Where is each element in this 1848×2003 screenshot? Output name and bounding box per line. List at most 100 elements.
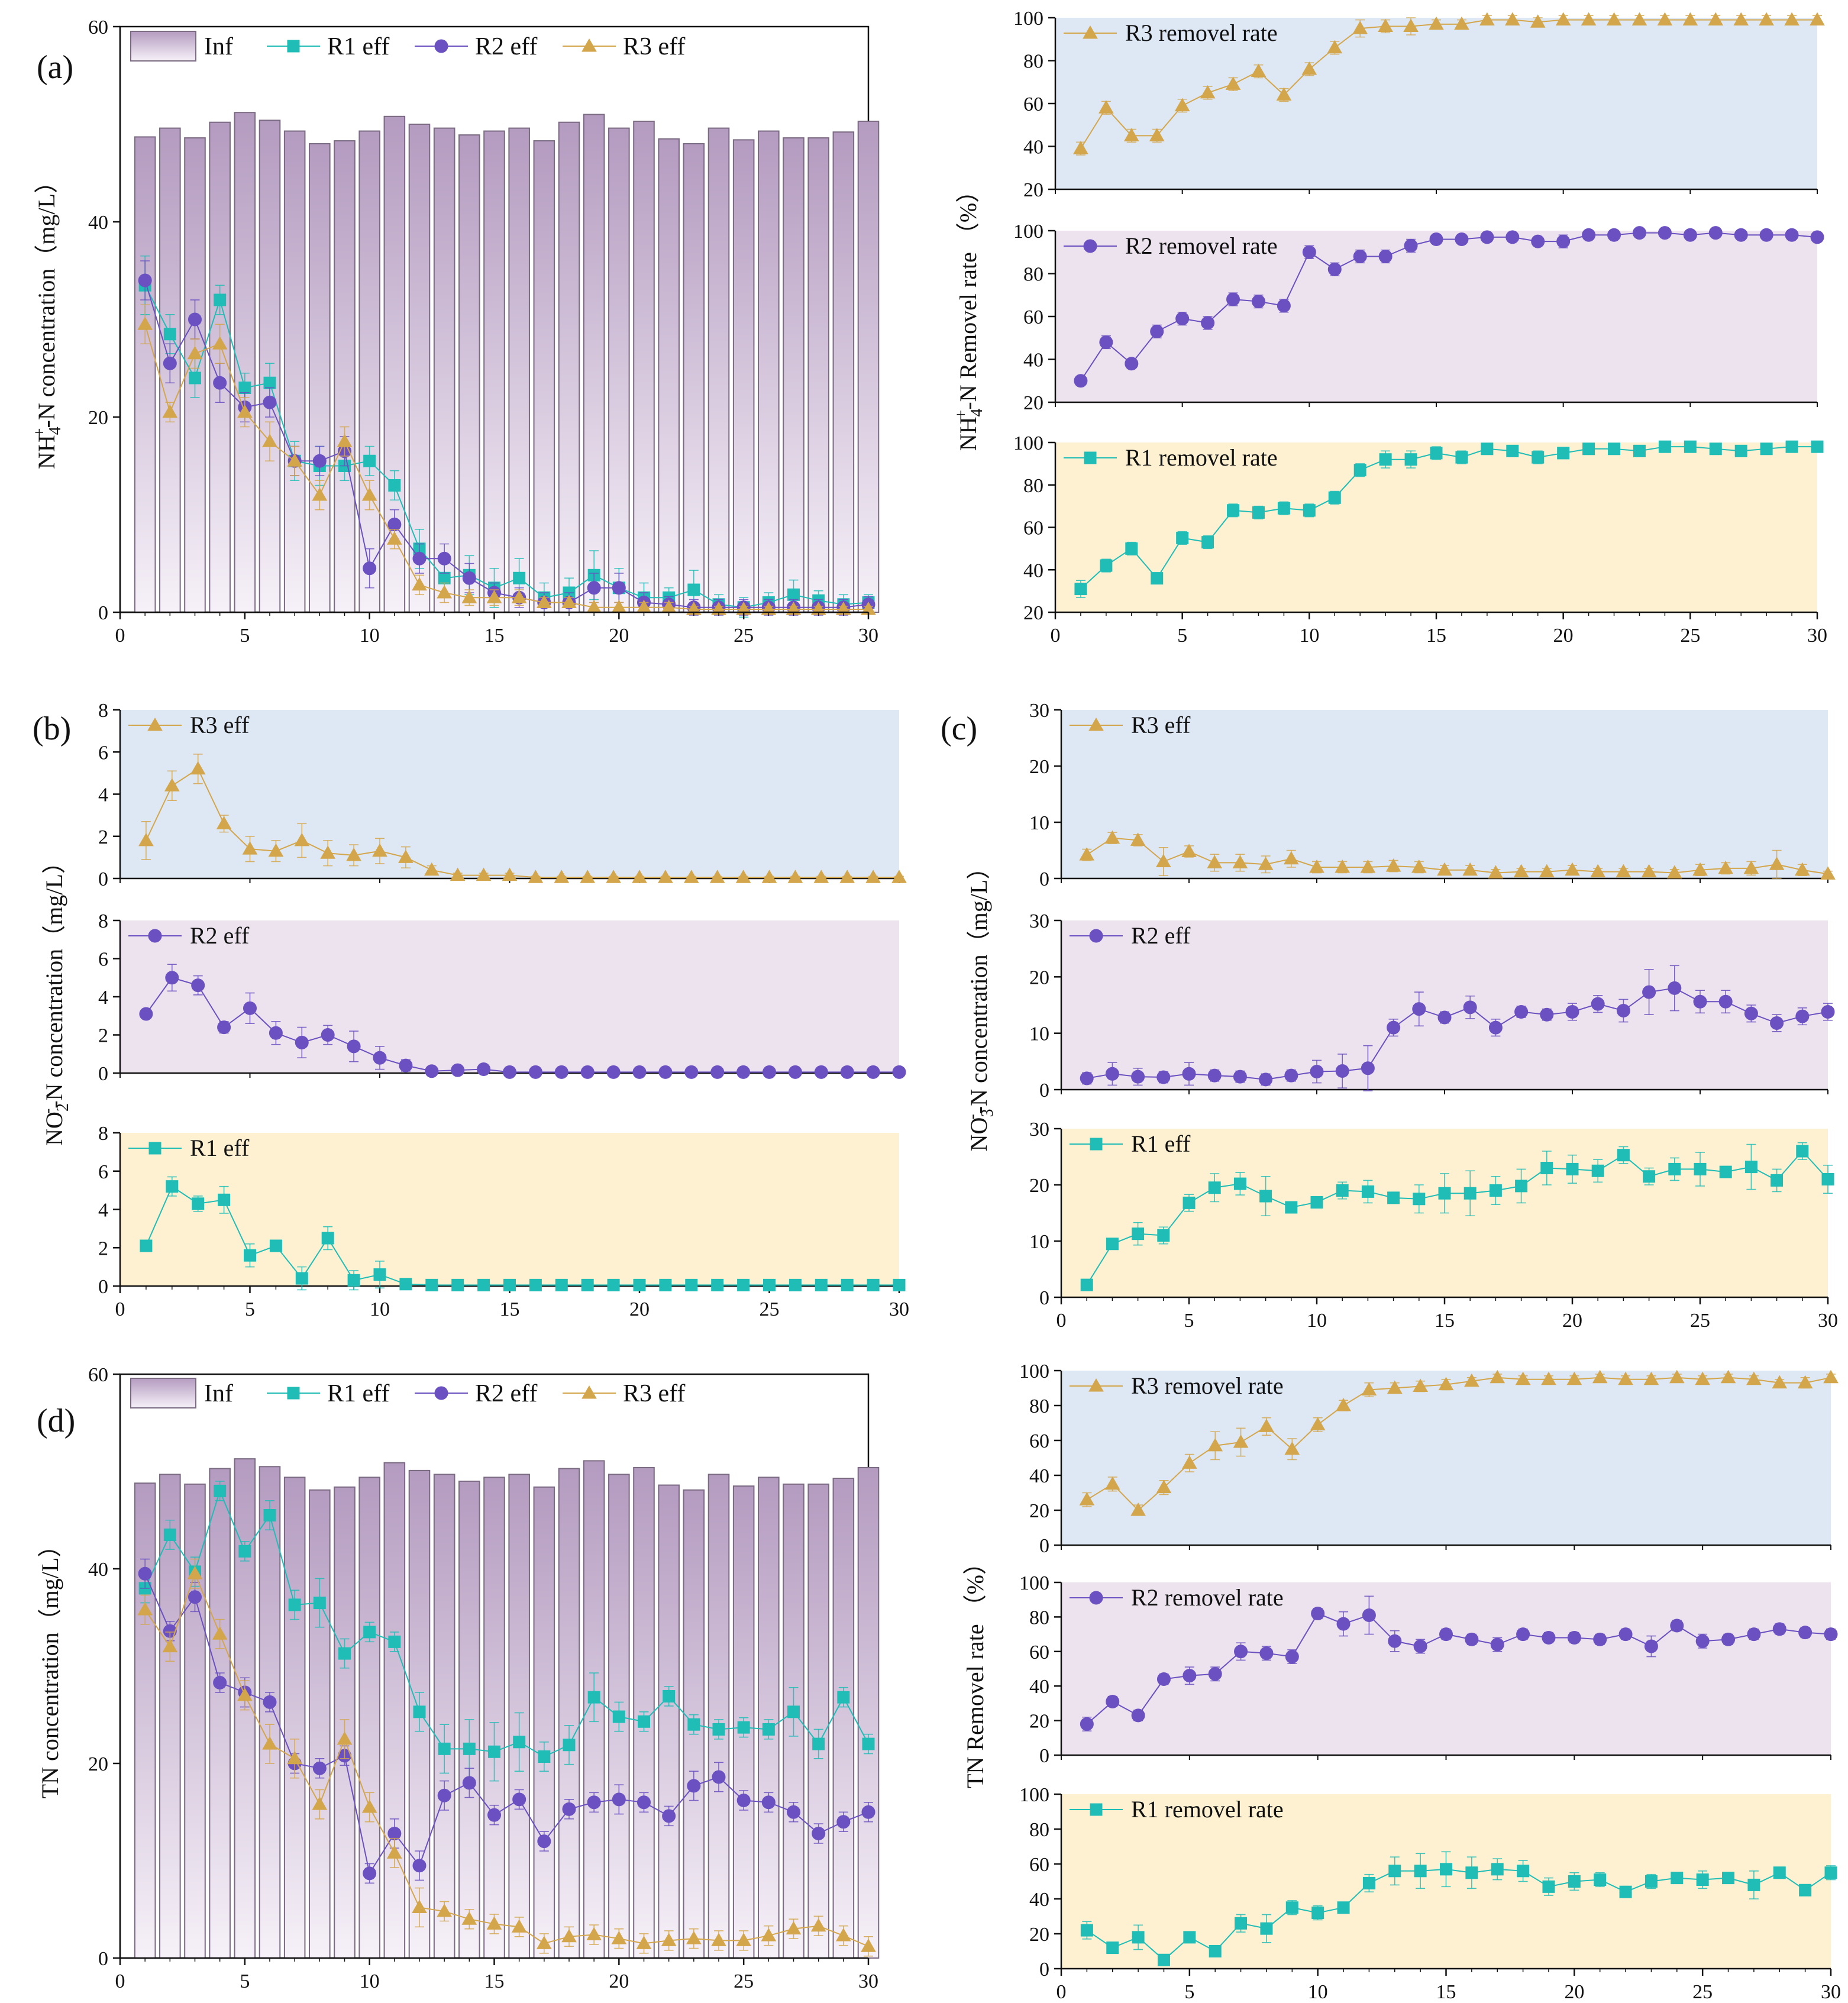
d-rate-r3-point (1413, 1378, 1428, 1393)
legend-label: R3 eff (623, 33, 685, 60)
r2-point (487, 1808, 501, 1822)
legend-marker (434, 1386, 448, 1400)
c-r2-point (1259, 1072, 1273, 1087)
y-axis-label: NO3--N concentration（mg/L） (963, 856, 997, 1152)
inf-bar (832, 131, 855, 613)
r3-point (162, 1639, 178, 1653)
c-r2-point (1668, 981, 1682, 995)
legend-label: R2 eff (475, 1380, 537, 1407)
c-r3-point (1820, 866, 1836, 880)
legend-label: R1 eff (327, 1380, 389, 1407)
b-r2-point (763, 1065, 776, 1079)
inf-bar (209, 1468, 231, 1959)
a-rate-r3-point (1479, 12, 1495, 26)
b-r3-point (242, 841, 258, 855)
y-tick-label: 100 (1019, 1572, 1049, 1594)
x-tick-label: 0 (115, 625, 125, 647)
y-axis-label-part: 4 (46, 427, 64, 435)
x-tick-label: 15 (484, 1970, 505, 1992)
c-r2-point (1361, 1061, 1375, 1075)
r1-point (388, 1635, 401, 1648)
r3-point (761, 1928, 777, 1941)
r3-point (237, 1687, 253, 1701)
y-axis-label-part: + (952, 410, 971, 419)
x-tick-label: 20 (1562, 1310, 1582, 1332)
y-tick-label: 0 (1039, 1080, 1049, 1101)
d-rate-r3-point (1772, 1375, 1788, 1389)
r3-point (137, 1602, 153, 1616)
r1-point (787, 1705, 800, 1718)
legend-label: R2 eff (190, 922, 250, 949)
b-r1-point (244, 1249, 256, 1262)
r1-point (787, 588, 800, 601)
r2-point (263, 395, 277, 409)
legend-label: R3 eff (1131, 712, 1191, 738)
b-r3-point (787, 870, 803, 883)
inf-bar (134, 136, 156, 613)
d-rate-r3-point (1618, 1371, 1633, 1385)
r3-point (212, 1626, 228, 1640)
c-r3-point (1718, 860, 1734, 874)
b-r2-point (788, 1065, 802, 1079)
y-tick-label: 40 (1029, 1676, 1049, 1698)
x-tick-label: 30 (1818, 1310, 1838, 1332)
y-tick-label: 6 (98, 949, 108, 971)
a-rate-r3-point (1581, 12, 1597, 26)
a-rate-r3-point (1429, 16, 1444, 30)
inf-bar (383, 1462, 406, 1959)
r1-point (513, 571, 526, 584)
r1-point (413, 1705, 426, 1718)
a-rate-r2-point (1404, 238, 1418, 253)
r2-point (861, 1805, 875, 1819)
a-rate-r3-point (1682, 12, 1698, 26)
c-r1-point (1463, 1187, 1477, 1200)
d-rate-r2-point (1131, 1708, 1145, 1723)
b-r1-point (633, 1278, 646, 1291)
r3-point (386, 531, 402, 545)
a-rate-subplot-2: 20 40 60 80 100 0 5 10 15 20 25 30 R1 removel rate (1013, 432, 1827, 647)
b-r2-point (684, 1065, 699, 1079)
r3-point (810, 1918, 826, 1932)
c-chart: 0 10 20 30 R3 eff 0 10 20 30 R2 eff 0 10 20 30 0 5 10 15 2… (941, 700, 1838, 1332)
d-rate-r2-point (1798, 1626, 1813, 1640)
inf-bar (807, 1483, 829, 1959)
x-tick-label: 25 (1680, 625, 1700, 647)
y-tick-label: 0 (1039, 868, 1049, 890)
d-rate-r2-point (1259, 1646, 1274, 1660)
y-tick-label: 40 (1029, 1889, 1049, 1911)
r1-point (463, 1742, 476, 1755)
a-rate-r2-point (1505, 230, 1520, 244)
y-tick-label: 20 (88, 1753, 108, 1775)
r2-point (412, 1859, 427, 1873)
d-rate-r1-point (1542, 1880, 1555, 1893)
x-tick-label: 10 (1308, 1981, 1328, 2003)
r1-point (263, 376, 276, 389)
r3-point (511, 1919, 527, 1933)
inf-bar (283, 130, 306, 613)
c-r2-point (1514, 1004, 1529, 1019)
a-rate-r2-point (1074, 374, 1088, 388)
c-r2-point (1412, 1002, 1426, 1016)
x-tick-label: 0 (115, 1298, 125, 1320)
d-rate-r3-point (1541, 1371, 1556, 1385)
b-r1-point (763, 1278, 776, 1291)
inf-bar (633, 121, 655, 613)
legend-marker (1090, 1138, 1103, 1151)
a-rate-r2-point (1810, 230, 1824, 244)
c-r3-point (1411, 859, 1427, 873)
a-rate-r2-point (1327, 262, 1342, 276)
x-tick-label: 15 (484, 625, 505, 647)
a-rate-r1-point (1760, 442, 1773, 455)
a-rate-r1-point (1328, 491, 1341, 504)
d-rate-r1-point (1799, 1884, 1812, 1897)
c-r3-point (1641, 864, 1657, 878)
y-tick-label: 10 (1029, 1023, 1049, 1045)
c-r3-point (1539, 864, 1555, 878)
r2-point (138, 1566, 152, 1581)
y-tick-label: 20 (1029, 967, 1049, 988)
x-tick-label: 15 (1436, 1981, 1456, 2003)
y-tick-label: 40 (1029, 1465, 1049, 1487)
c-r1-point (1617, 1149, 1630, 1162)
d-rate-r3-point (1233, 1434, 1249, 1448)
b-r1-point (425, 1278, 438, 1291)
